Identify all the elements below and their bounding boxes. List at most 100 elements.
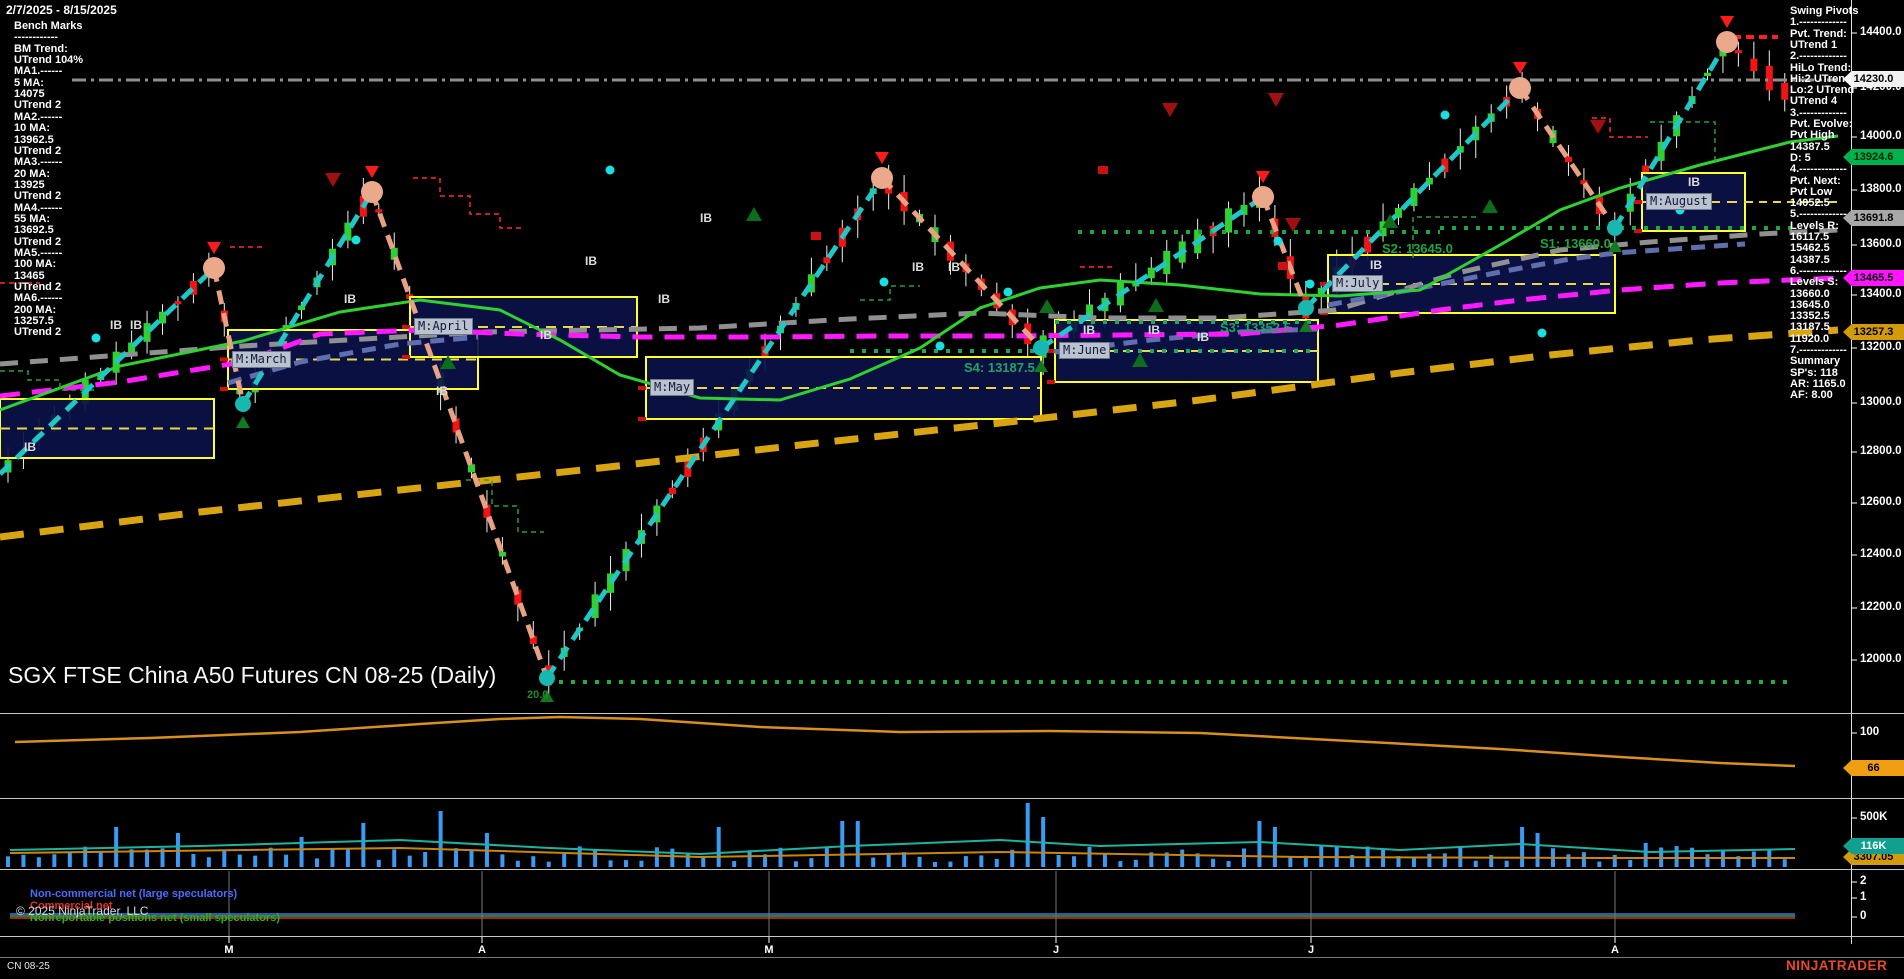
- swing-pivots-panel-line: 3.-------------: [1790, 106, 1847, 119]
- price-badge: 14230.0: [1843, 71, 1904, 87]
- initial-balance-label: IB: [24, 440, 36, 454]
- benchmarks-panel-line: UTrend 2: [14, 326, 62, 339]
- initial-balance-label: IB: [700, 211, 712, 225]
- benchmarks-panel-line: MA2.------: [14, 110, 63, 123]
- price-badge: 13691.8: [1843, 210, 1904, 226]
- x-axis-month-label: A: [1611, 944, 1619, 956]
- swing-pivots-panel-line: 16117.5: [1790, 231, 1830, 243]
- price-tick-label: 13600.0: [1860, 238, 1902, 250]
- benchmarks-panel-line: BM Trend:: [14, 42, 68, 55]
- legend-noncommercial-net: Non-commercial net (large speculators): [30, 888, 238, 900]
- ninjatrader-logo: NINJATRADER: [1786, 958, 1888, 973]
- price-tick-label: 12800.0: [1860, 445, 1902, 457]
- initial-balance-label: IB: [540, 328, 552, 342]
- chart-title: SGX FTSE China A50 Futures CN 08-25 (Dai…: [8, 662, 497, 688]
- cot-tick-label: 2: [1860, 875, 1867, 887]
- swing-pivots-panel-line: 7.-------------: [1790, 344, 1847, 356]
- swing-pivots-panel-line: 4.-------------: [1790, 163, 1847, 176]
- volume-tick-label: 500K: [1860, 811, 1888, 823]
- swing-pivots-panel-line: Levels S:: [1790, 276, 1839, 289]
- benchmarks-panel-line: MA6.------: [14, 292, 63, 305]
- oscillator-tick-label: 100: [1860, 726, 1880, 738]
- swing-pivots-panel-line: 1.-------------: [1790, 16, 1847, 29]
- swing-pivots-panel-line: Hi:2 UTrend: [1790, 72, 1852, 85]
- initial-balance-label: IB: [1370, 258, 1382, 272]
- swing-pivots-panel-line: 13660.0: [1790, 287, 1830, 300]
- initial-balance-label: IB: [110, 318, 122, 332]
- initial-balance-label: IB: [344, 292, 356, 306]
- price-tick-label: 13400.0: [1860, 288, 1902, 300]
- initial-balance-label: IB: [912, 260, 924, 274]
- swing-pivots-panel-line: Swing Pivots: [1790, 5, 1859, 17]
- month-range-box-label: M:May: [650, 379, 695, 396]
- legend-commercial-net: Commercial net: [30, 900, 113, 912]
- benchmarks-panel-line: Bench Marks: [14, 20, 83, 32]
- benchmarks-panel-line: 10 MA:: [14, 122, 51, 135]
- benchmarks-panel-line: 13925: [14, 178, 45, 191]
- swing-pivots-panel-line: 2.-------------: [1790, 50, 1847, 63]
- price-tick-label: 14000.0: [1860, 130, 1902, 142]
- initial-balance-label: IB: [1197, 330, 1209, 344]
- swing-pivots-panel-line: UTrend 1: [1790, 38, 1838, 51]
- benchmarks-panel-line: 20 MA:: [14, 167, 51, 180]
- x-axis-month-label: J: [1052, 944, 1060, 956]
- x-axis-month-label: M: [764, 944, 774, 956]
- price-tick-label: 13200.0: [1860, 341, 1902, 353]
- initial-balance-label: IB: [948, 260, 960, 274]
- swing-pivots-panel-line: 13187.5: [1790, 321, 1830, 334]
- x-axis-month-label: A: [478, 944, 486, 956]
- oscillator-value-badge: 66: [1843, 760, 1904, 776]
- swing-pivots-panel-line: Pvt High: [1790, 129, 1835, 142]
- benchmarks-panel-line: ------------: [14, 31, 58, 44]
- swing-pivots-panel-line: Summary: [1790, 355, 1841, 368]
- swing-pivots-panel-line: AR: 1165.0: [1790, 377, 1846, 390]
- month-range-box-label: M:April: [414, 318, 473, 335]
- benchmarks-panel-line: 13962.5: [14, 133, 54, 146]
- swing-pivots-panel-line: Lo:2 UTrend: [1790, 84, 1855, 97]
- initial-balance-label: IB: [130, 318, 142, 332]
- benchmarks-panel-line: 100 MA:: [14, 258, 57, 271]
- initial-balance-label: IB: [1688, 175, 1700, 189]
- benchmarks-panel-line: 5 MA:: [14, 76, 44, 89]
- month-range-box-label: M:March: [232, 350, 291, 368]
- instrument-tab[interactable]: CN 08-25: [7, 961, 50, 972]
- price-tick-label: 12000.0: [1860, 653, 1902, 665]
- benchmarks-panel-line: UTrend 104%: [14, 54, 84, 67]
- swing-pivots-panel-line: 6.-------------: [1790, 264, 1847, 277]
- price-tick-label: 12200.0: [1860, 601, 1902, 613]
- swing-pivots-panel-line: AF: 8.00: [1790, 389, 1833, 402]
- benchmarks-panel-line: UTrend 2: [14, 235, 62, 248]
- initial-balance-label: IB: [585, 254, 597, 268]
- benchmarks-panel-line: 14075: [14, 88, 45, 101]
- initial-balance-label: IB: [1083, 323, 1095, 337]
- volume-value-badge: 116K: [1843, 838, 1904, 854]
- benchmarks-panel-line: MA1.------: [14, 65, 63, 78]
- price-tick-label: 12400.0: [1860, 548, 1902, 560]
- swing-pivots-panel-line: Pvt. Trend:: [1790, 27, 1847, 40]
- support-level-label: S2: 13645.0: [1382, 241, 1453, 256]
- price-badge: 13257.3: [1843, 324, 1904, 340]
- swing-pivots-panel-line: 15462.5: [1790, 242, 1830, 255]
- benchmarks-panel-line: 13257.5: [14, 315, 54, 328]
- month-range-box-label: M:August: [1646, 193, 1712, 210]
- benchmarks-panel-line: UTrend 2: [14, 190, 62, 203]
- price-tick-label: 14400.0: [1860, 26, 1902, 38]
- initial-balance-label: IB: [1148, 323, 1160, 337]
- swing-pivots-panel-line: SP's: 118: [1790, 366, 1838, 379]
- swing-pivots-panel-line: 13352.5: [1790, 310, 1830, 323]
- swing-pivots-panel-line: UTrend 4: [1790, 95, 1838, 108]
- price-badge: 13924.6: [1843, 149, 1904, 165]
- legend-nonreportable-net: Nonreportable positions net (small specu…: [30, 912, 280, 924]
- benchmarks-panel-line: MA5.------: [14, 247, 63, 259]
- month-range-box-label: M:June: [1059, 342, 1111, 359]
- month-range-box-label: M:July: [1332, 275, 1384, 292]
- date-range: 2/7/2025 - 8/15/2025: [6, 3, 117, 17]
- initial-balance-label: IB: [436, 384, 448, 398]
- swing-pivots-panel-line: 14387.5: [1790, 140, 1830, 153]
- swing-pivots-panel-line: Pvt Low: [1790, 185, 1833, 198]
- swing-pivots-panel-line: 5.-------------: [1790, 208, 1847, 221]
- swing-pivots-panel-line: Pvt. Evolve:: [1790, 118, 1853, 130]
- benchmarks-panel-line: UTrend 2: [14, 281, 62, 294]
- x-axis-month-label: M: [224, 944, 234, 956]
